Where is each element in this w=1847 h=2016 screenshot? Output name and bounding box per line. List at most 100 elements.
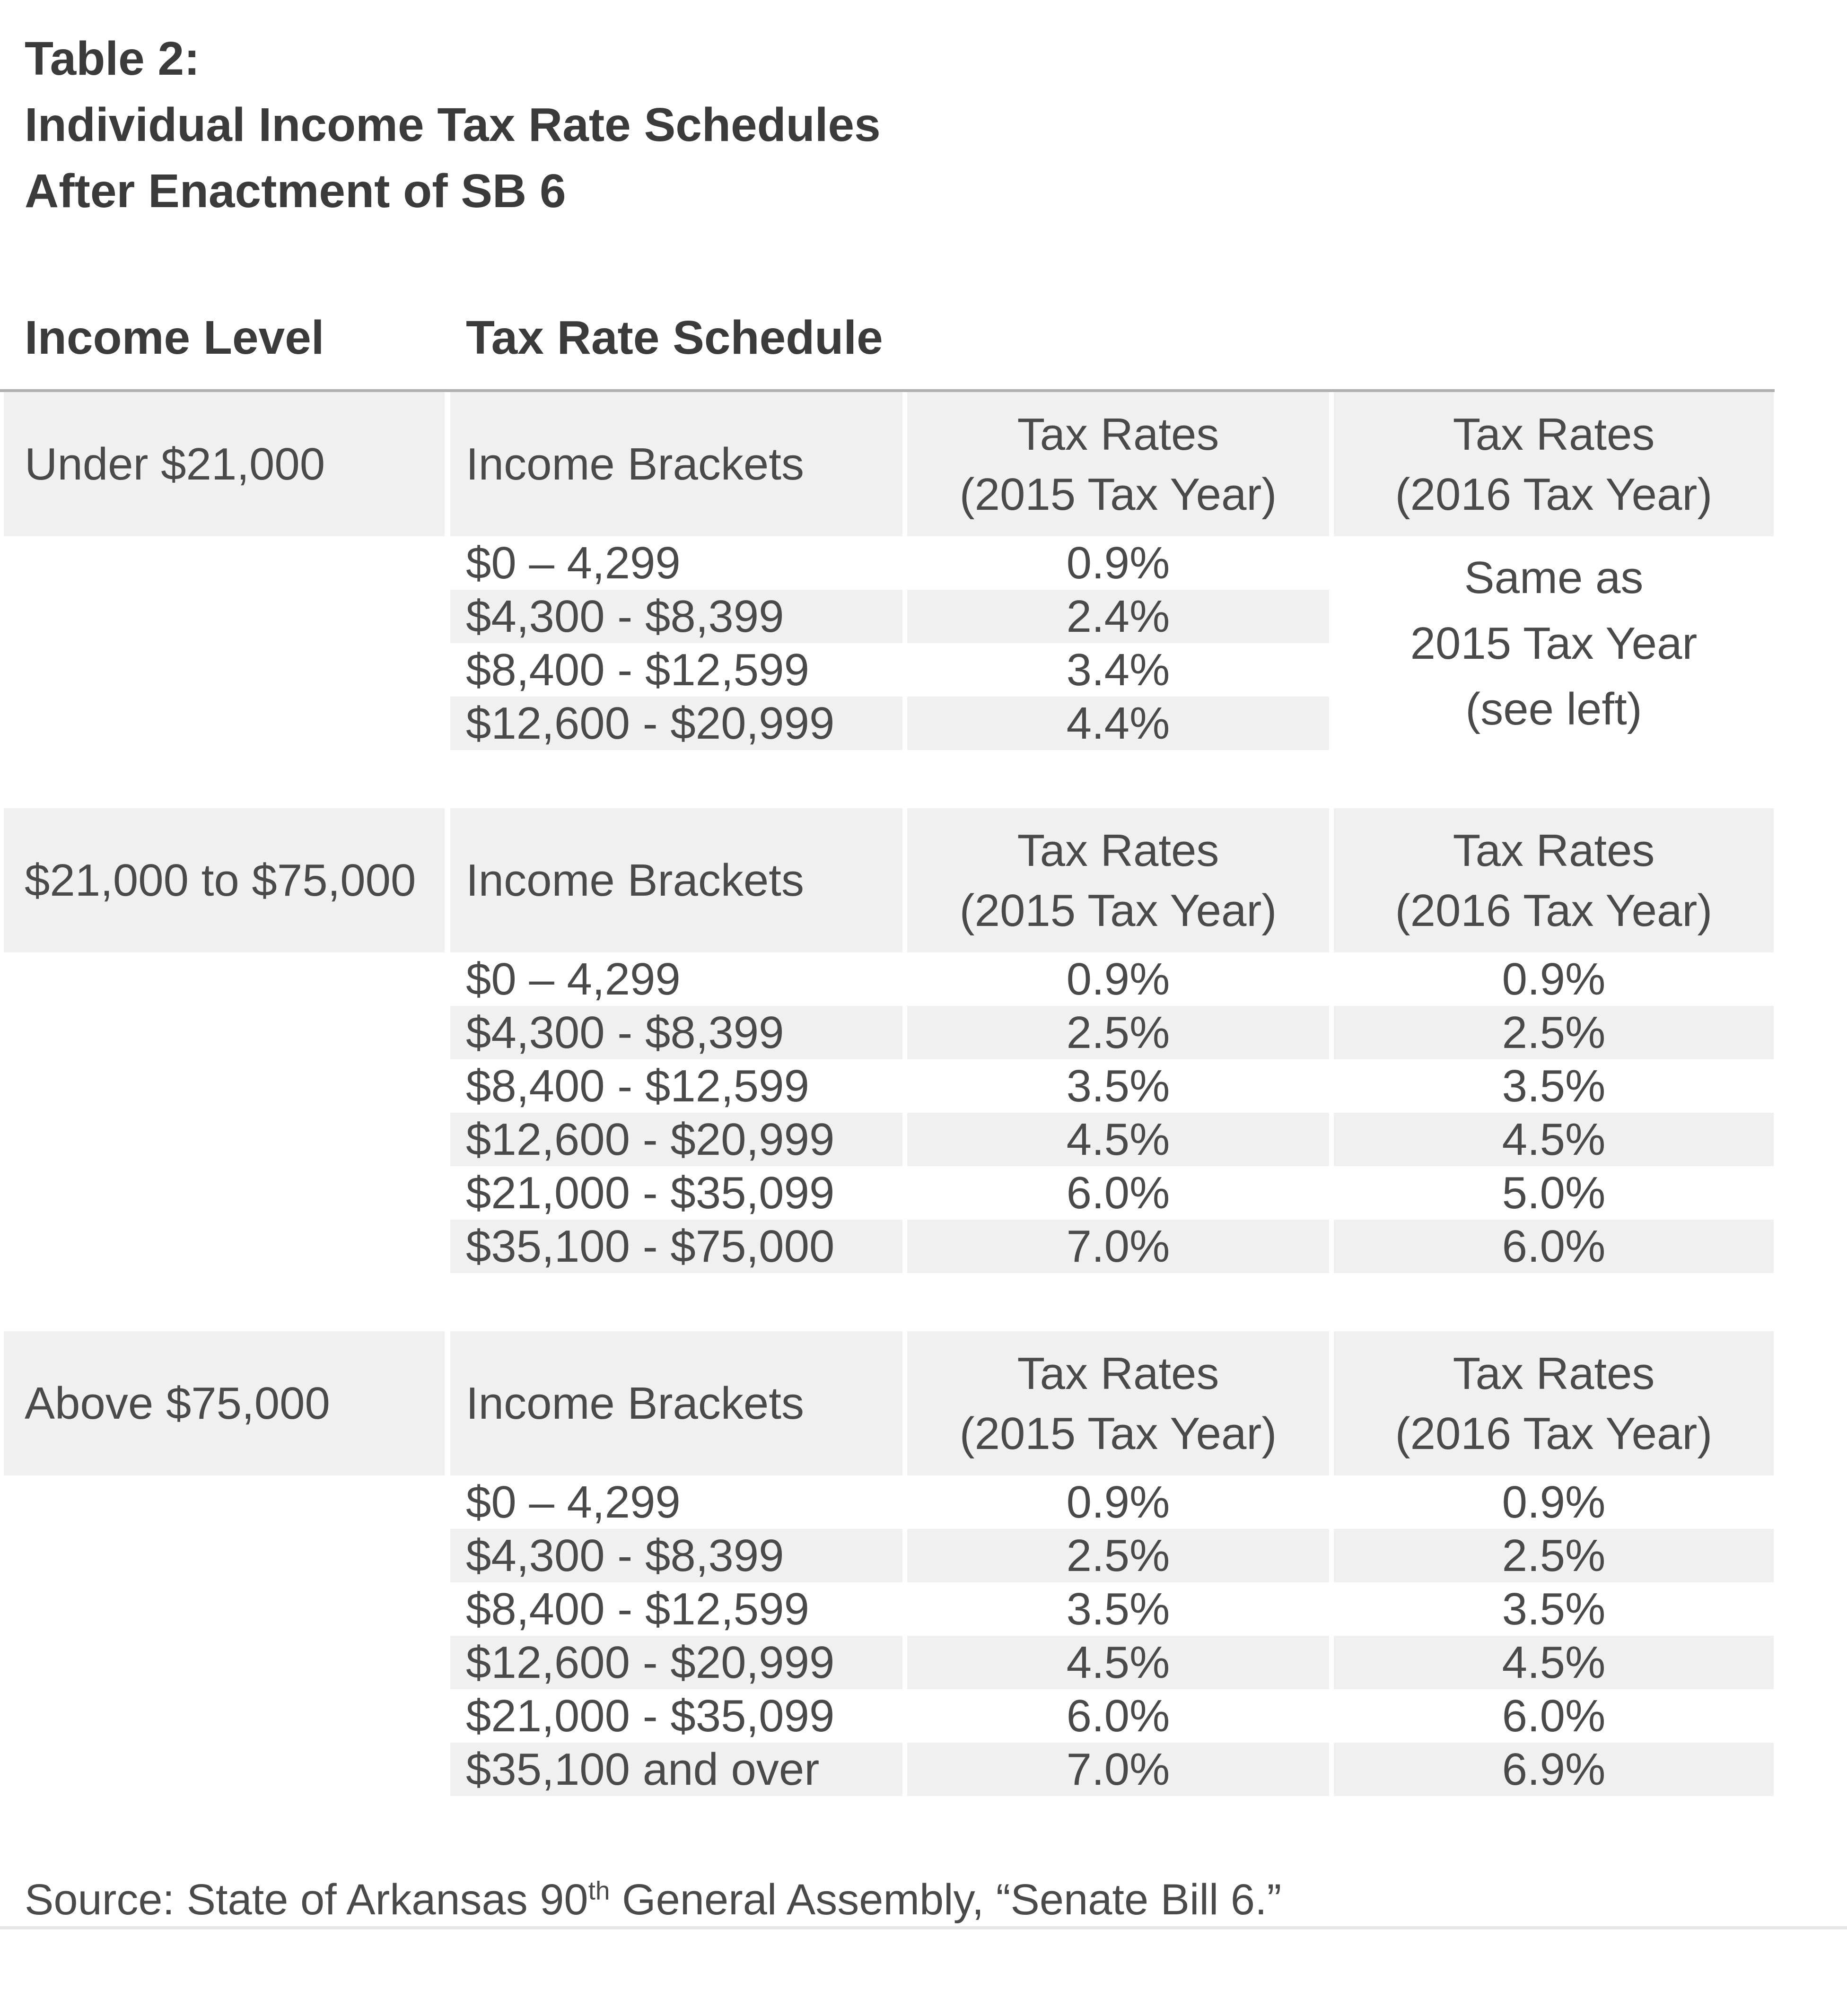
note-line3: (see left) [1465, 683, 1642, 734]
bracket-range: $12,600 - $20,999 [450, 1113, 902, 1166]
bracket-row: $12,600 - $20,999 4.4% [4, 697, 1774, 750]
bracket-range: $21,000 - $35,099 [466, 1167, 835, 1218]
column-header-tax-rate-schedule: Tax Rate Schedule [466, 311, 883, 364]
note-line1: Same as [1464, 552, 1644, 603]
bracket-row: $12,600 - $20,999 4.5% 4.5% [4, 1636, 1774, 1689]
rate-2015: 2.5% [907, 1529, 1329, 1582]
bracket-row: $8,400 - $12,599 3.5% 3.5% [4, 1582, 1774, 1636]
section-above-75000: Above $75,000 Income Brackets Tax Rates … [4, 1331, 1774, 1796]
rate-2015: 4.5% [907, 1636, 1329, 1689]
income-brackets-header: Income Brackets [450, 1331, 902, 1475]
rate-2016: 0.9% [1502, 1476, 1606, 1527]
rate-2015: 3.4% [1066, 644, 1170, 695]
bracket-range: $35,100 and over [450, 1743, 902, 1796]
rate-2016: 2.5% [1334, 1006, 1774, 1059]
bracket-range: $21,000 - $35,099 [466, 1690, 835, 1741]
bracket-row: $0 – 4,299 0.9% 0.9% [4, 1475, 1774, 1529]
rate-2015: 3.5% [1066, 1583, 1170, 1634]
bracket-range: $0 – 4,299 [466, 1476, 681, 1527]
rate-2015: 6.0% [1066, 1690, 1170, 1741]
rate-2015: 4.4% [907, 697, 1329, 750]
rates-2015-header: Tax Rates (2015 Tax Year) [907, 808, 1329, 952]
rates-2015-header-line2: (2015 Tax Year) [959, 885, 1277, 936]
rate-2015: 7.0% [907, 1743, 1329, 1796]
rate-2015: 7.0% [907, 1220, 1329, 1273]
rates-2015-header-line2: (2015 Tax Year) [959, 1408, 1277, 1459]
table-title: Table 2: Individual Income Tax Rate Sche… [25, 26, 881, 224]
outer-column-headers: Income Level Tax Rate Schedule [0, 314, 1774, 361]
table-title-line-1: Table 2: [25, 32, 200, 85]
note-line2: 2015 Tax Year [1410, 618, 1698, 669]
rate-2015: 0.9% [1066, 537, 1170, 588]
rate-2016: 6.9% [1334, 1743, 1774, 1796]
income-level-cell: Under $21,000 [4, 392, 445, 536]
rate-2016: 6.0% [1502, 1690, 1606, 1741]
rates-2016-header: Tax Rates (2016 Tax Year) [1334, 392, 1774, 536]
bracket-range: $35,100 - $75,000 [450, 1220, 902, 1273]
rates-2016-header-line1: Tax Rates [1453, 825, 1655, 876]
bracket-range: $8,400 - $12,599 [466, 644, 809, 695]
bracket-row: $21,000 - $35,099 6.0% 6.0% [4, 1689, 1774, 1743]
bracket-row: $0 – 4,299 0.9% 0.9% [4, 952, 1774, 1006]
source-text-continued: General Assembly, “Senate Bill 6.” [610, 1876, 1282, 1924]
rate-2015: 4.5% [907, 1113, 1329, 1166]
rates-2016-header-line2: (2016 Tax Year) [1395, 1408, 1713, 1459]
bracket-row: $35,100 - $75,000 7.0% 6.0% [4, 1220, 1774, 1273]
section-under-21000: Under $21,000 Income Brackets Tax Rates … [4, 392, 1774, 750]
rates-2016-header: Tax Rates (2016 Tax Year) [1334, 808, 1774, 952]
rate-2015: 2.4% [907, 590, 1329, 643]
rates-2016-header-line2: (2016 Tax Year) [1395, 469, 1713, 520]
rates-2016-header: Tax Rates (2016 Tax Year) [1334, 1331, 1774, 1475]
section-header-row: $21,000 to $75,000 Income Brackets Tax R… [4, 808, 1774, 952]
bracket-range: $4,300 - $8,399 [450, 1529, 902, 1582]
bracket-range: $12,600 - $20,999 [450, 1636, 902, 1689]
rates-2016-header-line2: (2016 Tax Year) [1395, 885, 1713, 936]
rates-2015-header-line1: Tax Rates [1017, 409, 1219, 460]
rates-2015-header: Tax Rates (2015 Tax Year) [907, 1331, 1329, 1475]
income-brackets-header: Income Brackets [450, 808, 902, 952]
bracket-row: $12,600 - $20,999 4.5% 4.5% [4, 1113, 1774, 1166]
table-title-line-2: Individual Income Tax Rate Schedules [25, 98, 881, 151]
rate-2016: 6.0% [1334, 1220, 1774, 1273]
header-divider-line [0, 389, 1775, 392]
rate-2015: 3.5% [1066, 1060, 1170, 1111]
rates-2015-header-line2: (2015 Tax Year) [959, 469, 1277, 520]
bracket-row: $35,100 and over 7.0% 6.9% [4, 1743, 1774, 1796]
section-header-row: Under $21,000 Income Brackets Tax Rates … [4, 392, 1774, 536]
rate-2015: 0.9% [1066, 1476, 1170, 1527]
rate-2016: 2.5% [1334, 1529, 1774, 1582]
table-title-line-3: After Enactment of SB 6 [25, 165, 566, 218]
bracket-range: $0 – 4,299 [466, 537, 681, 588]
bracket-range: $4,300 - $8,399 [450, 590, 902, 643]
rate-2016: 4.5% [1334, 1636, 1774, 1689]
source-citation: Source: State of Arkansas 90th General A… [25, 1874, 1281, 1926]
rate-2016: 0.9% [1502, 953, 1606, 1004]
income-level-cell: Above $75,000 [4, 1331, 445, 1475]
rates-2015-header: Tax Rates (2015 Tax Year) [907, 392, 1329, 536]
bracket-row: $4,300 - $8,399 2.5% 2.5% [4, 1529, 1774, 1582]
rate-2015: 2.5% [907, 1006, 1329, 1059]
bracket-row: $21,000 - $35,099 6.0% 5.0% [4, 1166, 1774, 1220]
bracket-row: $0 – 4,299 0.9% [4, 536, 1774, 590]
section-21000-to-75000: $21,000 to $75,000 Income Brackets Tax R… [4, 808, 1774, 1273]
rate-2015: 0.9% [1066, 953, 1170, 1004]
bracket-range: $4,300 - $8,399 [450, 1006, 902, 1059]
bracket-row: $8,400 - $12,599 3.4% [4, 643, 1774, 697]
bracket-range: $0 – 4,299 [466, 953, 681, 1004]
rates-2016-header-line1: Tax Rates [1453, 1348, 1655, 1399]
rates-2015-header-line1: Tax Rates [1017, 1348, 1219, 1399]
bracket-row: $4,300 - $8,399 2.5% 2.5% [4, 1006, 1774, 1059]
rate-2016: 4.5% [1334, 1113, 1774, 1166]
bottom-divider-line [0, 1926, 1847, 1929]
source-ordinal-superscript: th [588, 1876, 610, 1905]
bracket-range: $12,600 - $20,999 [450, 697, 902, 750]
bracket-row: $4,300 - $8,399 2.4% [4, 590, 1774, 643]
rates-2015-header-line1: Tax Rates [1017, 825, 1219, 876]
column-header-income-level: Income Level [25, 311, 324, 364]
rate-2016: 3.5% [1502, 1583, 1606, 1634]
rate-2016: 5.0% [1502, 1167, 1606, 1218]
rates-2016-same-as-note: Same as 2015 Tax Year (see left) [1334, 536, 1774, 750]
income-level-cell: $21,000 to $75,000 [4, 808, 445, 952]
bracket-range: $8,400 - $12,599 [466, 1060, 809, 1111]
